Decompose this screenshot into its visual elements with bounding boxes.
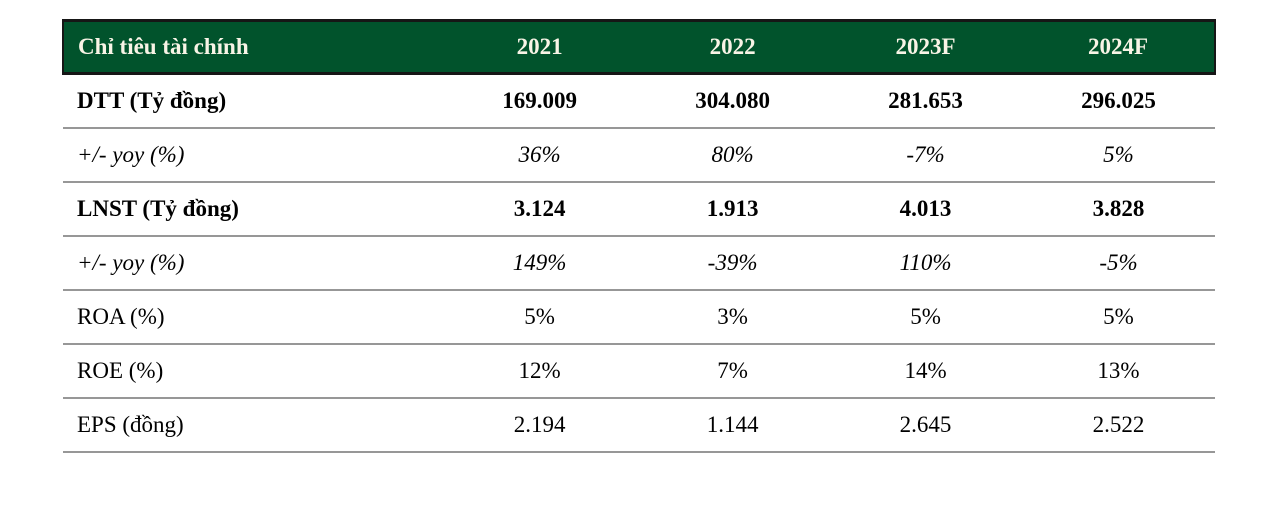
row-label: DTT (Tỷ đồng) xyxy=(63,73,444,129)
table-row-roa: ROA (%) 5% 3% 5% 5% xyxy=(63,289,1215,345)
header-cell-year-2022: 2022 xyxy=(636,19,830,75)
cell-value: 110% xyxy=(829,235,1023,291)
table-row-lnst: LNST (Tỷ đồng) 3.124 1.913 4.013 3.828 xyxy=(63,181,1215,237)
cell-value: 3.124 xyxy=(443,181,637,237)
cell-value: 12% xyxy=(443,343,637,399)
cell-value: 7% xyxy=(636,343,830,399)
row-label: ROA (%) xyxy=(63,289,444,345)
cell-value: 1.144 xyxy=(636,397,830,453)
table-row-eps: EPS (đồng) 2.194 1.144 2.645 2.522 xyxy=(63,397,1215,453)
cell-value: 14% xyxy=(829,343,1023,399)
cell-value: 2.194 xyxy=(443,397,637,453)
cell-value: 149% xyxy=(443,235,637,291)
cell-value: 5% xyxy=(443,289,637,345)
cell-value: 80% xyxy=(636,127,830,183)
table-header-row: Chỉ tiêu tài chính 2021 2022 2023F 2024F xyxy=(61,19,1216,75)
row-label: +/- yoy (%) xyxy=(63,235,444,291)
cell-value: -5% xyxy=(1022,235,1215,291)
cell-value: 169.009 xyxy=(443,73,637,129)
table-row-lnst-yoy: +/- yoy (%) 149% -39% 110% -5% xyxy=(63,235,1215,291)
cell-value: 1.913 xyxy=(636,181,830,237)
cell-value: 36% xyxy=(443,127,637,183)
cell-value: 5% xyxy=(1022,127,1215,183)
table-row-roe: ROE (%) 12% 7% 14% 13% xyxy=(63,343,1215,399)
header-cell-metric: Chỉ tiêu tài chính xyxy=(61,19,444,75)
cell-value: 2.645 xyxy=(829,397,1023,453)
cell-value: 296.025 xyxy=(1022,73,1215,129)
table-row-dtt: DTT (Tỷ đồng) 169.009 304.080 281.653 29… xyxy=(63,73,1215,129)
cell-value: 281.653 xyxy=(829,73,1023,129)
cell-value: 3.828 xyxy=(1022,181,1215,237)
header-cell-year-2024f: 2024F xyxy=(1022,19,1216,75)
header-cell-year-2023f: 2023F xyxy=(829,19,1023,75)
row-label: EPS (đồng) xyxy=(63,397,444,453)
table-row-dtt-yoy: +/- yoy (%) 36% 80% -7% 5% xyxy=(63,127,1215,183)
cell-value: 13% xyxy=(1022,343,1215,399)
row-label: +/- yoy (%) xyxy=(63,127,444,183)
header-cell-year-2021: 2021 xyxy=(443,19,637,75)
cell-value: 304.080 xyxy=(636,73,830,129)
row-label: LNST (Tỷ đồng) xyxy=(63,181,444,237)
cell-value: 5% xyxy=(829,289,1023,345)
cell-value: -7% xyxy=(829,127,1023,183)
cell-value: 5% xyxy=(1022,289,1215,345)
cell-value: 3% xyxy=(636,289,830,345)
cell-value: 2.522 xyxy=(1022,397,1215,453)
financial-metrics-table: Chỉ tiêu tài chính 2021 2022 2023F 2024F… xyxy=(61,19,1216,453)
cell-value: 4.013 xyxy=(829,181,1023,237)
row-label: ROE (%) xyxy=(63,343,444,399)
cell-value: -39% xyxy=(636,235,830,291)
